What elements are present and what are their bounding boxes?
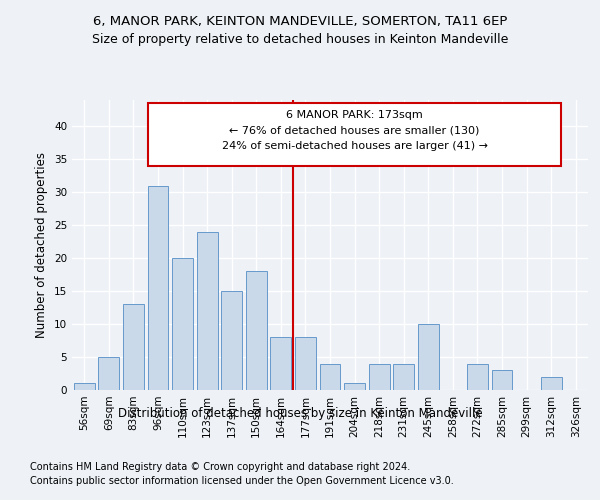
FancyBboxPatch shape xyxy=(148,104,561,166)
Bar xyxy=(344,384,365,390)
Bar xyxy=(541,377,562,390)
Bar xyxy=(246,272,267,390)
Bar xyxy=(197,232,218,390)
Bar xyxy=(172,258,193,390)
Bar xyxy=(368,364,389,390)
Text: Size of property relative to detached houses in Keinton Mandeville: Size of property relative to detached ho… xyxy=(92,32,508,46)
Text: Distribution of detached houses by size in Keinton Mandeville: Distribution of detached houses by size … xyxy=(118,408,482,420)
Bar xyxy=(418,324,439,390)
Text: 6, MANOR PARK, KEINTON MANDEVILLE, SOMERTON, TA11 6EP: 6, MANOR PARK, KEINTON MANDEVILLE, SOMER… xyxy=(93,15,507,28)
Text: ← 76% of detached houses are smaller (130): ← 76% of detached houses are smaller (13… xyxy=(229,126,480,136)
Text: 24% of semi-detached houses are larger (41) →: 24% of semi-detached houses are larger (… xyxy=(221,141,488,151)
Bar xyxy=(467,364,488,390)
Bar xyxy=(491,370,512,390)
Bar xyxy=(148,186,169,390)
Bar xyxy=(221,291,242,390)
Bar xyxy=(271,338,292,390)
Bar xyxy=(295,338,316,390)
Bar xyxy=(123,304,144,390)
Y-axis label: Number of detached properties: Number of detached properties xyxy=(35,152,49,338)
Text: Contains HM Land Registry data © Crown copyright and database right 2024.: Contains HM Land Registry data © Crown c… xyxy=(30,462,410,472)
Bar xyxy=(74,384,95,390)
Bar xyxy=(320,364,340,390)
Text: Contains public sector information licensed under the Open Government Licence v3: Contains public sector information licen… xyxy=(30,476,454,486)
Bar xyxy=(98,357,119,390)
Bar xyxy=(393,364,414,390)
Text: 6 MANOR PARK: 173sqm: 6 MANOR PARK: 173sqm xyxy=(286,110,423,120)
